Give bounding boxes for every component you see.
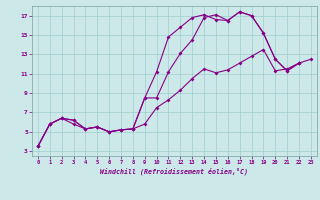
X-axis label: Windchill (Refroidissement éolien,°C): Windchill (Refroidissement éolien,°C) bbox=[100, 168, 248, 175]
